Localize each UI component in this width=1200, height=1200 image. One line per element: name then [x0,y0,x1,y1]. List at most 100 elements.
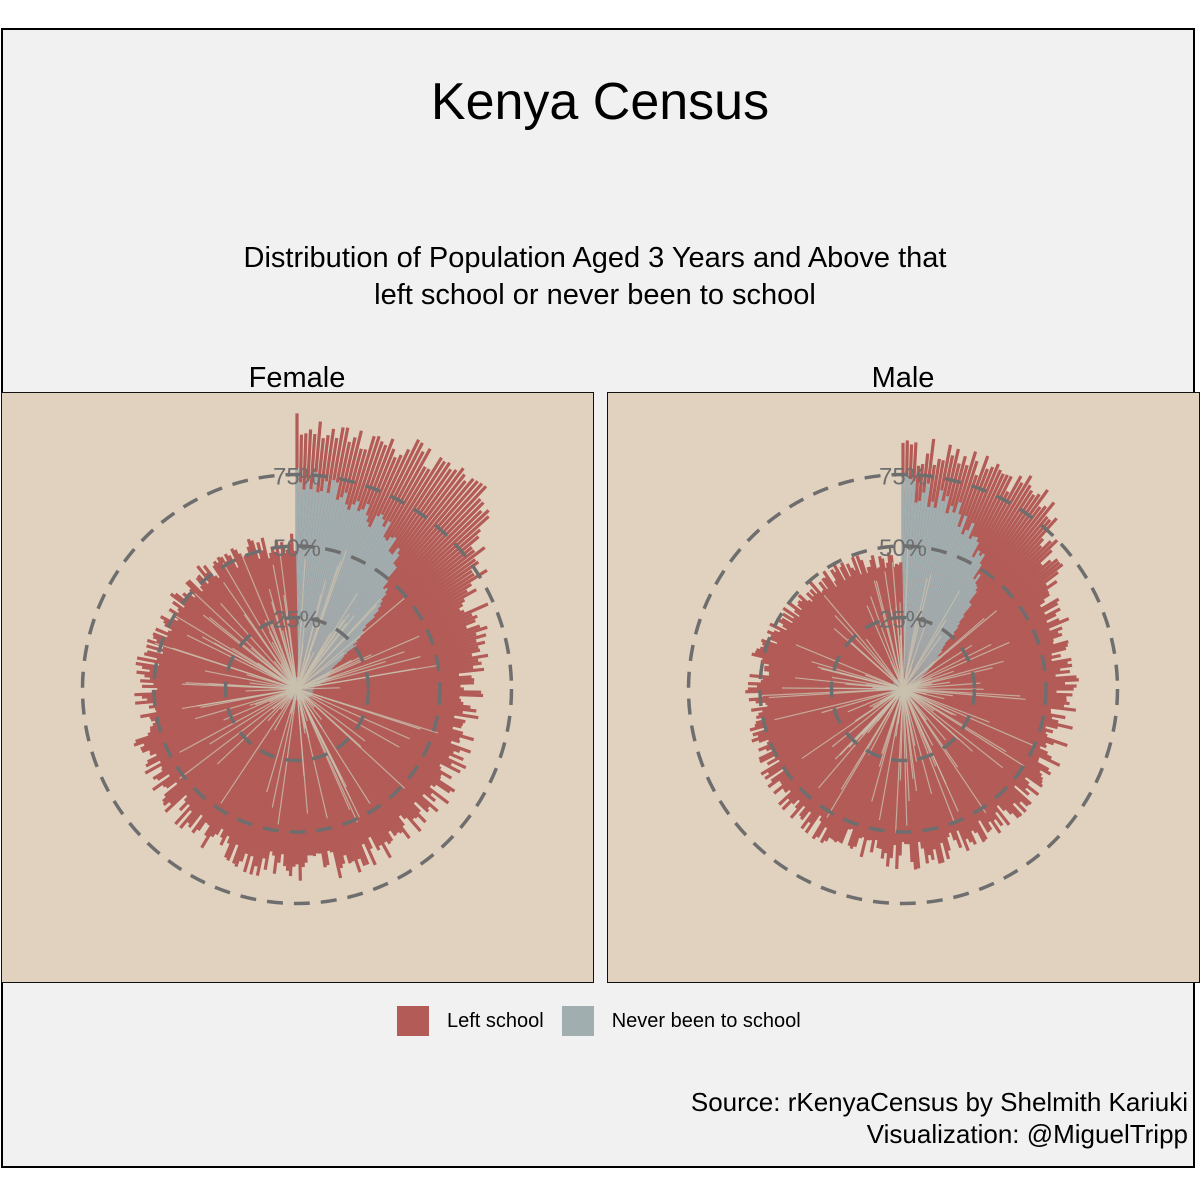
bar-spoke [271,688,298,808]
bar-spoke [774,688,904,721]
bar-spoke [266,688,298,793]
bar-spoke [186,634,298,690]
bar-spoke [290,688,298,714]
bar-spoke [296,688,308,722]
bar-spoke [209,688,298,745]
bar-spoke [840,672,904,690]
bar-spoke [902,682,981,690]
bar-spoke [902,688,1007,753]
bar-spoke [220,688,298,804]
radial-tick-label: 25% [879,607,927,634]
bar-spoke [195,688,298,720]
bar-spoke [834,688,904,760]
bar-spoke [296,598,382,690]
bar-spoke [847,639,904,690]
facet-label-male: Male [871,362,935,394]
bar-spoke [208,683,298,690]
gridline-75 [80,472,514,906]
legend-item-never-school: Never been to school [561,1006,819,1036]
bar-spoke [271,641,298,690]
bar-spoke [868,688,904,756]
bar-spoke [878,688,904,767]
bar-spoke [902,688,1021,697]
bar-spoke [902,617,985,690]
bar-spoke [182,688,298,710]
bar-spoke [296,559,306,690]
bar-spoke [902,688,1004,769]
bar-spoke [902,688,933,795]
bar-spoke [890,609,904,690]
gridline-25 [223,615,371,763]
polar-chart-male: 25% 50% 75% [686,438,1120,906]
bar-spoke [902,578,928,690]
bar-spoke [243,614,298,690]
caption-source: Source: rKenyaCensus by Shelmith Kariuki [690,1087,1188,1117]
gridline-50 [758,544,1048,834]
gridline-75 [686,472,1120,906]
bar-spoke [273,688,298,731]
bar-spoke [902,619,947,690]
bar-spoke [902,688,973,752]
bar-spoke [891,562,904,690]
bar-spoke [296,688,371,804]
bar-spoke [264,662,298,690]
spoke-group [758,546,1035,834]
bar-spoke [902,688,945,700]
bar-spoke [296,688,366,742]
polar-chart-female: 25% 50% 75% [80,413,514,906]
bar-spoke [902,688,987,814]
bar-spoke [296,681,337,690]
bar-spoke [902,643,992,690]
bar-spoke [831,688,904,748]
legend-key-never-school [561,1006,594,1036]
bar-spoke [296,656,421,690]
radial-tick-label: 75% [273,464,321,491]
bar-spoke [870,596,904,690]
bar-spoke [296,580,327,690]
bar-spoke [823,594,904,690]
bar-spoke [296,688,406,789]
bar-spoke [847,688,904,713]
bar-spoke [902,660,1004,690]
bar-spoke [900,622,904,690]
bar-spoke [296,688,410,740]
bar-spoke [269,688,298,703]
subtitle-line-1: Distribution of Population Aged 3 Years … [243,242,947,274]
bar-spoke [201,636,298,690]
bar-spoke [216,688,298,765]
bar-spoke [902,590,960,690]
bar-spoke [902,667,993,690]
bar-spoke [902,688,908,826]
bar-spoke [902,688,990,723]
bar-spoke [865,638,904,690]
bar-spoke [246,674,298,690]
bar-spoke [845,683,904,690]
chart-title: Kenya Census [430,73,770,131]
bar-spoke [811,661,904,690]
bar-spoke [245,688,298,692]
bar-spoke [270,622,298,690]
bar-spoke [296,688,310,738]
legend-key-left-school [397,1006,429,1036]
bar-spoke [296,688,305,776]
bar-spoke [902,641,1010,690]
bar-spoke [902,659,914,690]
bar-spoke [902,670,954,690]
legend-item-left-school: Left school [397,1006,562,1036]
panel-female: 25% 50% 75% [1,392,594,983]
bar-spoke [220,603,298,690]
bar-spoke [902,644,973,690]
bar-spoke [257,662,298,690]
bar-spoke [825,687,904,690]
bar-spoke [179,688,298,780]
gridline-50 [152,544,442,834]
bar-spoke [834,615,904,690]
radial-tick-label: 25% [273,607,321,634]
bar-spoke [869,688,904,708]
caption-credit: Visualization: @MiguelTripp [866,1119,1188,1149]
bar-spoke [296,651,315,690]
radial-tick-label: 75% [879,464,927,491]
legend-label-never-school: Never been to school [611,1009,801,1032]
bar-spoke [296,688,421,730]
legend-label-left-school: Left school [447,1009,544,1032]
